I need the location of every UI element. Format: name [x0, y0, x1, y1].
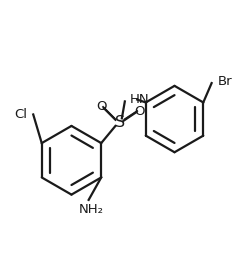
Text: Br: Br	[218, 75, 233, 88]
Text: S: S	[114, 115, 125, 130]
Text: NH₂: NH₂	[78, 203, 103, 216]
Text: O: O	[96, 100, 107, 113]
Text: O: O	[134, 105, 144, 117]
Text: HN: HN	[130, 93, 150, 106]
Text: Cl: Cl	[14, 108, 27, 121]
